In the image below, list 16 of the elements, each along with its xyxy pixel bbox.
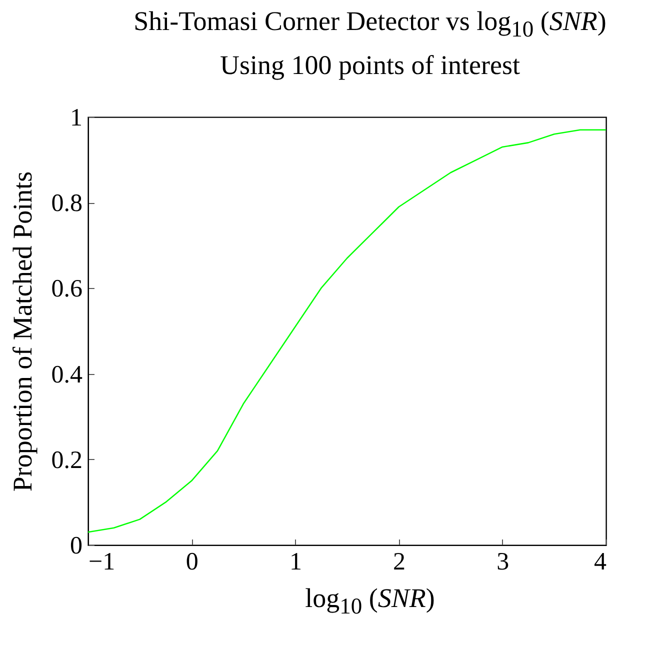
y-tick-label: 0.6 bbox=[51, 276, 82, 304]
x-tick-label: −1 bbox=[88, 548, 116, 576]
x-tick-label: 4 bbox=[594, 548, 607, 576]
x-tick-label: 2 bbox=[393, 548, 406, 576]
y-tick-label: 0.8 bbox=[51, 190, 82, 218]
y-tick-label: 1 bbox=[70, 104, 82, 132]
y-axis-title: Proportion of Matched Points bbox=[7, 172, 38, 492]
x-axis-title: log$_{10}$ (SNR) bbox=[304, 583, 436, 620]
x-tick-label: 0 bbox=[186, 548, 198, 576]
line-series bbox=[87, 130, 607, 534]
y-tick-label: 0.2 bbox=[51, 447, 82, 474]
y-tick-label: 0.4 bbox=[51, 362, 83, 389]
x-tick-label: 1 bbox=[289, 548, 302, 576]
chart-title: Shi-Tomasi Corner Detector vs log$_{10}$ (SNR) bbox=[132, 5, 608, 42]
chart-subtitle: Using 100 points of interest bbox=[219, 49, 521, 82]
x-tick-label: 3 bbox=[496, 548, 510, 576]
